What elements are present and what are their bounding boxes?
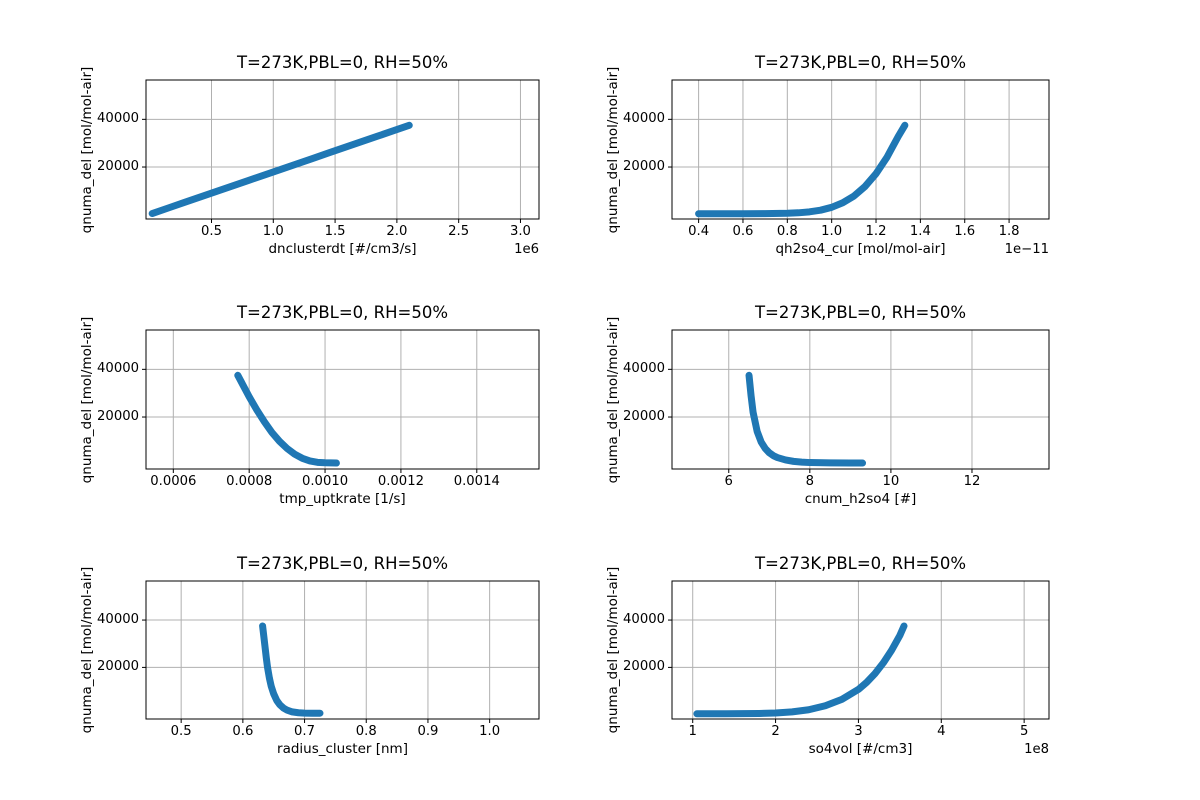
x-tick-label: 2.5 (448, 224, 470, 239)
y-axis-label: qnuma_del [mol/mol-air] (79, 566, 95, 734)
x-tick-label: 1.0 (821, 224, 843, 239)
data-curve (745, 371, 867, 467)
x-tick-label: 1.4 (909, 224, 931, 239)
data-curve (693, 622, 908, 718)
panel-title: T=273K,PBL=0, RH=50% (236, 554, 449, 573)
panel-title: T=273K,PBL=0, RH=50% (754, 53, 967, 72)
data-curve (148, 121, 413, 218)
x-axis-label: cnum_h2so4 [#] (804, 491, 917, 507)
panel-title: T=273K,PBL=0, RH=50% (236, 303, 449, 322)
y-axis-label: qnuma_del [mol/mol-air] (605, 66, 621, 233)
y-tick-label: 40000 (623, 361, 665, 377)
y-axis-label: qnuma_del [mol/mol-air] (79, 316, 95, 483)
data-curve (259, 622, 324, 717)
plot-area (142, 329, 540, 473)
panel-title: T=273K,PBL=0, RH=50% (754, 303, 967, 322)
y-tick-label: 20000 (97, 159, 139, 175)
x-offset-label: 1e8 (1024, 742, 1049, 757)
plot-border (145, 580, 540, 720)
x-tick-label: 0.7 (294, 724, 316, 739)
y-tick-label: 40000 (97, 361, 139, 377)
y-tick-label: 20000 (97, 659, 139, 675)
plot-area (668, 580, 1050, 723)
plot-area (668, 79, 1050, 223)
y-axis-label: qnuma_del [mol/mol-air] (605, 566, 621, 734)
panel-title: T=273K,PBL=0, RH=50% (754, 554, 967, 573)
x-tick-label: 1.5 (324, 224, 346, 239)
x-tick-label: 0.5 (170, 724, 192, 739)
plot-border (671, 79, 1050, 220)
y-tick-label: 40000 (97, 612, 139, 628)
x-tick-label: 0.8 (776, 224, 798, 239)
plot-border (145, 79, 540, 220)
y-axis-label: qnuma_del [mol/mol-air] (79, 66, 95, 233)
x-tick-label: 5 (1019, 724, 1029, 739)
x-tick-label: 0.6 (732, 224, 754, 239)
x-tick-label: 0.6 (232, 724, 254, 739)
x-axis-label: so4vol [#/cm3] (808, 741, 913, 757)
x-tick-label: 1.2 (865, 224, 887, 239)
x-tick-label: 10 (882, 474, 900, 489)
x-axis-label: qh2so4_cur [mol/mol-air] (775, 241, 946, 257)
x-tick-label: 3.0 (509, 224, 531, 239)
x-tick-label: 2.0 (386, 224, 408, 239)
x-tick-label: 0.5 (201, 224, 222, 239)
x-tick-label: 1.0 (262, 224, 284, 239)
y-tick-label: 40000 (623, 612, 665, 628)
panel-title: T=273K,PBL=0, RH=50% (236, 53, 449, 72)
x-axis-label: radius_cluster [nm] (277, 741, 408, 757)
x-tick-label: 1.8 (998, 224, 1020, 239)
y-tick-label: 20000 (97, 409, 139, 425)
plot-area (142, 79, 540, 223)
x-offset-label: 1e−11 (1004, 242, 1049, 257)
x-tick-label: 3 (854, 724, 863, 739)
x-tick-label: 6 (724, 474, 733, 489)
x-tick-label: 0.9 (417, 724, 439, 739)
x-tick-label: 0.0006 (150, 474, 197, 489)
x-tick-label: 8 (805, 474, 814, 489)
x-offset-label: 1e6 (514, 242, 539, 257)
x-tick-label: 0.0010 (301, 474, 349, 489)
plot-border (671, 329, 1050, 470)
y-tick-label: 40000 (623, 111, 665, 127)
x-tick-label: 0.0012 (377, 474, 424, 489)
x-tick-label: 12 (963, 474, 981, 489)
y-tick-label: 20000 (623, 409, 665, 425)
y-tick-label: 20000 (623, 659, 665, 675)
x-tick-label: 4 (937, 724, 946, 739)
x-tick-label: 1.0 (479, 724, 501, 739)
x-tick-label: 0.4 (688, 224, 710, 239)
plot-border (145, 329, 540, 470)
x-tick-label: 1.6 (954, 224, 976, 239)
data-curve (234, 371, 340, 467)
y-tick-label: 20000 (623, 159, 665, 175)
x-axis-label: tmp_uptkrate [1/s] (279, 491, 406, 507)
x-axis-label: dnclusterdt [#/cm3/s] (268, 241, 417, 257)
x-tick-label: 1 (688, 724, 697, 739)
data-curve (695, 121, 909, 218)
y-tick-label: 40000 (97, 111, 139, 127)
x-tick-label: 0.0014 (453, 474, 500, 489)
plot-area (668, 329, 1050, 473)
x-tick-label: 0.8 (355, 724, 377, 739)
x-tick-label: 0.0008 (226, 474, 273, 489)
plot-area (142, 580, 540, 723)
y-axis-label: qnuma_del [mol/mol-air] (605, 316, 621, 483)
x-tick-label: 2 (771, 724, 780, 739)
plot-border (671, 580, 1050, 720)
